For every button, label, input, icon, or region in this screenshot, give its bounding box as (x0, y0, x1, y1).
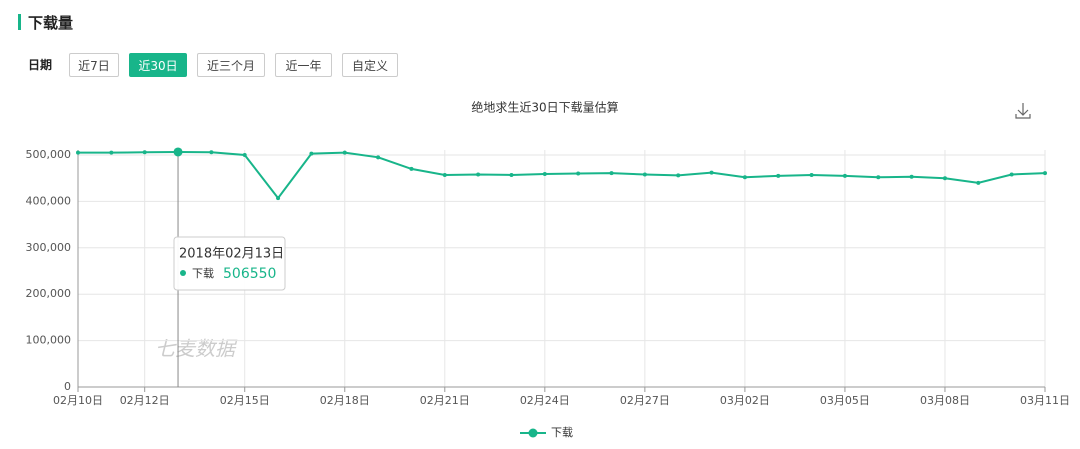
filter-button[interactable]: 自定义 (342, 53, 398, 77)
data-point (642, 172, 647, 177)
filter-button[interactable]: 近三个月 (197, 53, 265, 77)
x-tick-label: 03月11日 (1020, 394, 1070, 407)
x-tick-label: 02月12日 (120, 394, 170, 407)
tooltip-series: 下载 (192, 267, 214, 280)
filter-button[interactable]: 近一年 (275, 53, 332, 77)
y-tick-label: 0 (64, 380, 71, 393)
filter-button[interactable]: 近7日 (69, 53, 119, 77)
line-series (78, 150, 1046, 200)
y-tick-label: 200,000 (26, 287, 72, 300)
data-point (576, 171, 581, 176)
data-point (842, 173, 847, 178)
data-point (709, 170, 714, 175)
data-point (909, 174, 914, 179)
data-point (242, 153, 247, 157)
tooltip-box (173, 236, 286, 291)
title-accent (18, 14, 21, 30)
data-point (1043, 171, 1047, 176)
data-point (509, 172, 514, 177)
tooltip-marker (180, 270, 186, 276)
data-point (609, 171, 614, 176)
data-point (476, 172, 481, 177)
data-point (809, 172, 814, 177)
filter-button[interactable]: 近30日 (129, 53, 187, 77)
data-point (742, 175, 747, 180)
chart-title: 绝地求生近30日下载量估算 (471, 100, 618, 115)
data-point (342, 150, 347, 155)
date-label: 日期 (28, 58, 53, 72)
data-point (1009, 172, 1014, 177)
download-icon[interactable] (1015, 103, 1031, 119)
data-point (942, 176, 947, 181)
data-point (676, 173, 681, 178)
data-point (376, 155, 381, 160)
data-point (876, 175, 881, 180)
data-point (209, 150, 214, 155)
section-title: 下载量 (28, 14, 74, 32)
tooltip-value: 506550 (223, 266, 276, 282)
tooltip-date: 2018年02月13日 (179, 247, 284, 262)
x-tick-label: 03月05日 (820, 394, 870, 407)
x-tick-label: 02月24日 (520, 394, 570, 407)
x-tick-label: 02月15日 (220, 394, 270, 407)
data-point (276, 196, 281, 201)
data-point (542, 172, 547, 177)
x-tick-label: 02月10日 (53, 394, 103, 407)
y-tick-label: 400,000 (26, 194, 72, 207)
data-point (976, 180, 981, 185)
y-tick-label: 100,000 (26, 334, 72, 347)
legend-label: 下载 (551, 426, 573, 439)
data-point (76, 150, 80, 155)
y-tick-label: 300,000 (26, 241, 72, 254)
x-tick-label: 03月08日 (920, 394, 970, 407)
data-point (442, 172, 447, 177)
x-tick-label: 03月02日 (720, 394, 770, 407)
data-point (309, 151, 314, 156)
x-tick-label: 02月21日 (420, 394, 470, 407)
data-point (173, 147, 183, 157)
data-point (409, 166, 414, 171)
data-point (142, 150, 147, 155)
legend-marker (528, 428, 538, 438)
data-point (109, 150, 114, 155)
y-tick-label: 500,000 (26, 148, 72, 161)
x-tick-label: 02月27日 (620, 394, 670, 407)
x-tick-label: 02月18日 (320, 394, 370, 407)
data-point (776, 173, 781, 178)
